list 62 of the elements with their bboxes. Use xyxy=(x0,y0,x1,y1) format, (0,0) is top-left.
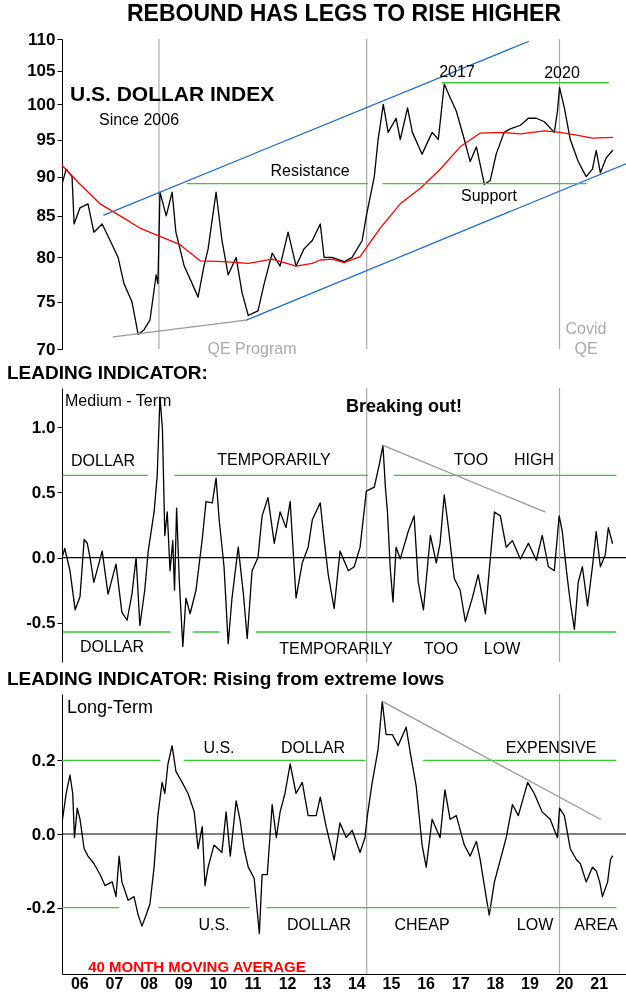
x-tick-label: 14 xyxy=(347,974,366,992)
y-tick-label: 100 xyxy=(27,94,56,114)
y-tick-label: 75 xyxy=(36,292,56,312)
chart-title: REBOUND HAS LEGS TO RISE HIGHER xyxy=(126,0,562,26)
chart-title: LEADING INDICATOR: Rising from extreme lows xyxy=(7,668,445,690)
annotation: DOLLAR xyxy=(79,638,145,655)
x-tick-label: 17 xyxy=(451,974,470,992)
x-tick-label: 15 xyxy=(382,974,401,992)
annotation: Breaking out! xyxy=(345,396,463,416)
annotation: CHEAP xyxy=(394,916,450,933)
x-tick-label: 16 xyxy=(417,974,436,992)
y-tick-label: 1.0 xyxy=(31,417,56,437)
annotation: QE xyxy=(574,340,598,357)
annotation: TOO xyxy=(453,451,489,468)
x-tick-label: 11 xyxy=(244,974,262,992)
annotation: DOLLAR xyxy=(286,916,352,933)
annotation: TEMPORARILY xyxy=(217,451,332,468)
x-tick-label: 06 xyxy=(70,974,89,992)
y-tick-label: 0.5 xyxy=(31,482,56,502)
annotation: Support xyxy=(460,187,518,204)
y-tick-label: 85 xyxy=(36,206,56,226)
annotation: TEMPORARILY xyxy=(279,640,394,657)
x-tick-label: 09 xyxy=(174,974,193,992)
y-tick-label: 95 xyxy=(36,130,56,150)
x-tick-label: 21 xyxy=(590,974,609,992)
y-tick-label: 80 xyxy=(36,247,56,267)
y-tick-label: -0.2 xyxy=(26,898,56,918)
annotation: Covid xyxy=(565,320,607,337)
x-tick-label: 13 xyxy=(313,974,332,992)
y-tick-label: 110 xyxy=(28,29,56,49)
y-tick-label: 90 xyxy=(36,167,56,187)
annotation: 2020 xyxy=(544,64,580,81)
x-tick-label: 20 xyxy=(555,974,574,992)
y-tick-label: 0.0 xyxy=(31,824,56,844)
annotation: DOLLAR xyxy=(70,452,136,469)
y-tick-label: -0.5 xyxy=(26,613,56,633)
annotation: EXPENSIVE xyxy=(505,739,597,756)
x-tick-label: 18 xyxy=(486,974,505,992)
annotation: 40 MONTH MOVING AVERAGE xyxy=(88,958,306,975)
annotation: TOO xyxy=(423,640,459,657)
x-tick-label: 12 xyxy=(278,974,297,992)
annotation: LOW xyxy=(516,916,555,933)
annotation: U.S. xyxy=(198,916,230,933)
annotation: QE Program xyxy=(207,340,297,357)
annotation: Resistance xyxy=(270,162,350,179)
y-tick-label: 105 xyxy=(27,61,56,81)
annotation: AREA xyxy=(574,916,619,933)
annotation: Since 2006 xyxy=(98,111,180,128)
x-tick-label: 19 xyxy=(521,974,539,992)
annotation: U.S. xyxy=(203,739,235,756)
annotation: LOW xyxy=(483,640,522,657)
x-tick-label: 10 xyxy=(209,974,228,992)
annotation: DOLLAR xyxy=(280,739,346,756)
chart-title: LEADING INDICATOR: xyxy=(7,362,208,384)
text: U.S. DOLLAR INDEX xyxy=(70,82,275,105)
chart-subtitle: Long-Term xyxy=(67,697,154,717)
y-tick-label: 70 xyxy=(36,339,56,359)
annotation: HIGH xyxy=(514,451,554,468)
y-tick-label: 0.0 xyxy=(31,548,56,568)
x-tick-label: 07 xyxy=(105,974,124,992)
x-tick-label: 08 xyxy=(140,974,159,992)
y-tick-label: 0.2 xyxy=(31,750,56,770)
